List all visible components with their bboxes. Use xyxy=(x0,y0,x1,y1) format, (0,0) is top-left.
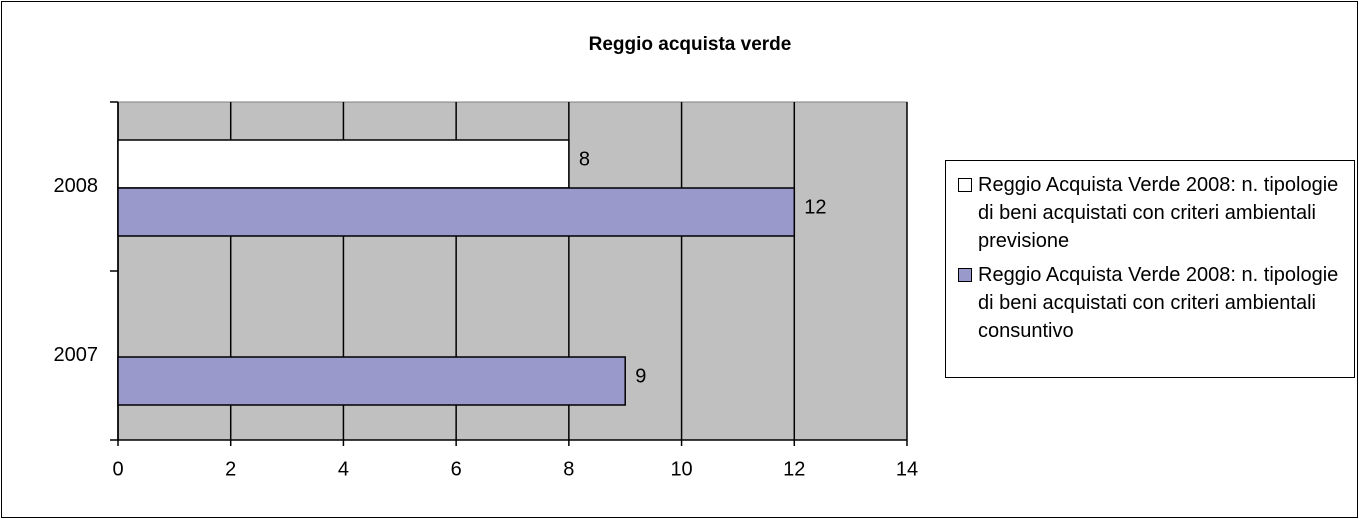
legend-entry: Reggio Acquista Verde 2008: n. tipologie… xyxy=(958,171,1348,255)
legend-swatch xyxy=(958,178,972,192)
bar xyxy=(117,356,626,406)
legend-swatch xyxy=(958,268,972,282)
legend-label: Reggio Acquista Verde 2008: n. tipologie… xyxy=(978,264,1339,342)
x-tick-label: 4 xyxy=(338,458,349,480)
y-tick-label: 2008 xyxy=(54,175,99,197)
x-tick-label: 2 xyxy=(225,458,236,480)
chart-title: Reggio acquista verde xyxy=(589,34,792,55)
x-tick-label: 12 xyxy=(783,458,805,480)
legend-label: Reggio Acquista Verde 2008: n. tipologie… xyxy=(978,174,1339,252)
bar xyxy=(117,187,796,237)
data-label: 8 xyxy=(579,148,590,170)
y-tick-label: 2007 xyxy=(54,344,99,366)
x-tick-label: 14 xyxy=(896,458,918,480)
x-tick-label: 10 xyxy=(670,458,692,480)
legend: Reggio Acquista Verde 2008: n. tipologie… xyxy=(945,160,1355,378)
bar xyxy=(117,139,570,189)
x-tick-label: 6 xyxy=(451,458,462,480)
data-label: 9 xyxy=(635,365,646,387)
x-tick-label: 8 xyxy=(563,458,574,480)
legend-entry: Reggio Acquista Verde 2008: n. tipologie… xyxy=(958,261,1348,345)
data-label: 12 xyxy=(804,196,826,218)
x-tick-label: 0 xyxy=(112,458,123,480)
